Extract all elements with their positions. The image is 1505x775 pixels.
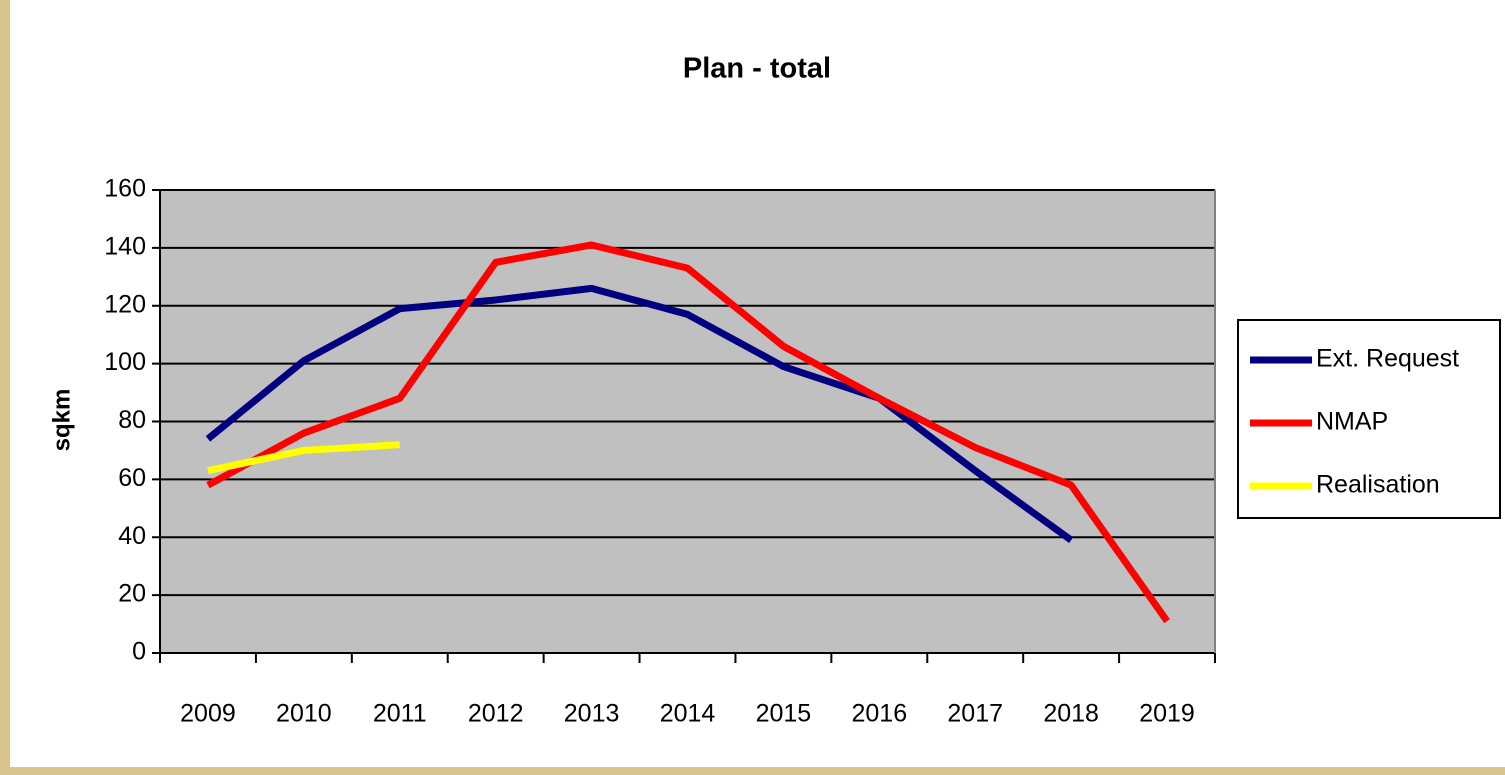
x-tick-label: 2016 — [852, 700, 908, 728]
x-tick-label: 2013 — [564, 700, 620, 728]
y-tick-label: 140 — [104, 232, 146, 260]
x-tick-label: 2010 — [276, 700, 332, 728]
x-tick-label: 2015 — [756, 700, 812, 728]
line-series — [205, 284, 1074, 543]
y-tick-label: 120 — [104, 290, 146, 318]
x-tick-label: 2011 — [373, 700, 427, 728]
y-tick-label: 40 — [118, 522, 146, 550]
chart-title: Plan - total — [683, 53, 831, 85]
legend-label: NMAP — [1316, 408, 1388, 436]
x-tick-label: 2019 — [1139, 700, 1195, 728]
y-tick-label: 100 — [104, 348, 146, 376]
y-tick-label: 80 — [118, 406, 146, 434]
legend-label: Realisation — [1316, 471, 1440, 499]
y-tick-label: 160 — [104, 175, 146, 203]
y-tick-label: 0 — [132, 638, 146, 666]
y-tick-label: 60 — [118, 464, 146, 492]
x-tick-label: 2014 — [660, 700, 716, 728]
y-axis-label: sqkm — [48, 389, 75, 452]
line-series — [207, 441, 400, 475]
line-series — [206, 241, 1170, 624]
x-tick-label: 2017 — [947, 700, 1003, 728]
x-tick-label: 2012 — [468, 700, 524, 728]
x-tick-label: 2018 — [1043, 700, 1099, 728]
legend-label: Ext. Request — [1316, 345, 1459, 373]
x-tick-label: 2009 — [180, 700, 236, 728]
y-tick-label: 20 — [118, 580, 146, 608]
